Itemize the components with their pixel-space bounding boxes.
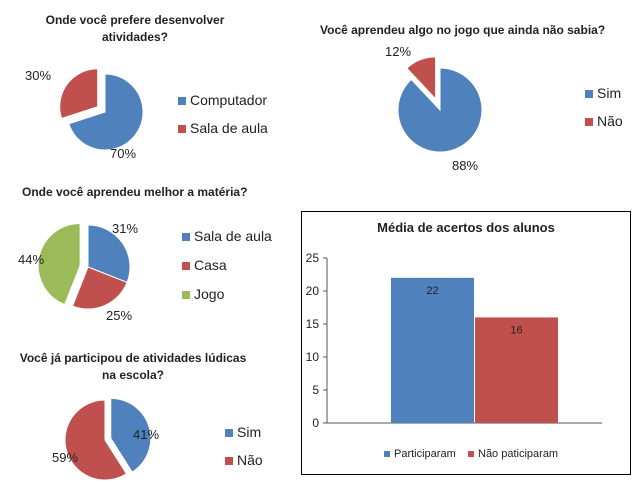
- chart4-slice-0: [110, 397, 152, 473]
- chart3-label-jogo: 44%: [18, 252, 45, 267]
- legend-label: Sala de aula: [190, 120, 268, 136]
- legend-swatch: [225, 429, 233, 438]
- legend-swatch: [384, 451, 390, 458]
- chart5-panel: Média de acertos dos alunos 0 5 10 15 20 25 22…: [301, 211, 631, 475]
- legend-swatch: [182, 233, 190, 242]
- chart2-slice-1: [406, 56, 437, 101]
- legend-label: Sala de aula: [194, 228, 272, 244]
- chart5-y-tick-label-0: 0: [312, 416, 319, 430]
- legend-swatch: [585, 90, 593, 99]
- chart3-slice-1: [71, 266, 128, 310]
- legend-label: Jogo: [194, 286, 225, 302]
- chart1-slice-0: [68, 73, 144, 151]
- chart5-data-label-1: 16: [510, 324, 522, 336]
- chart3-legend-item-casa: Casa: [182, 257, 227, 273]
- legend-swatch: [468, 451, 474, 458]
- chart1-label-sala-de-aula: 30%: [25, 68, 52, 83]
- chart5-bar-0: [391, 277, 474, 423]
- chart3-slice-2: [37, 223, 81, 306]
- chart4-legend-item-nao: Não: [225, 452, 263, 468]
- chart5-bar-1: [475, 317, 558, 423]
- chart5-data-label-0: 22: [426, 285, 438, 297]
- legend-label: Não paticiparam: [478, 448, 559, 460]
- legend-label: Casa: [194, 257, 227, 273]
- chart4-pie: [64, 397, 152, 481]
- chart1-pie: [59, 68, 144, 151]
- chart4-title-line1: Você já participou de atividades lúdicas: [19, 351, 247, 365]
- legend-swatch: [585, 118, 593, 127]
- chart1-legend-item-computador: Computador: [178, 92, 267, 108]
- legend-label: Sim: [597, 85, 622, 101]
- chart3-legend-item-jogo: Jogo: [182, 286, 224, 302]
- chart5-legend-item-participaram: Participaram: [384, 448, 456, 460]
- chart4-legend-item-sim: Sim: [225, 424, 261, 440]
- chart3-label-casa: 25%: [106, 308, 133, 323]
- chart3-label-sala-de-aula: 31%: [112, 221, 139, 236]
- chart3-title: Onde você aprendeu melhor a matéria?: [22, 185, 248, 199]
- legend-swatch: [182, 291, 190, 300]
- legend-label: Computador: [190, 92, 268, 108]
- legend-swatch: [178, 97, 186, 106]
- chart1-title-line2: atividades?: [101, 30, 169, 44]
- legend-label: Não: [597, 113, 623, 129]
- chart1-slice-1: [59, 68, 99, 120]
- chart4-title-line2: na escola?: [101, 368, 165, 382]
- chart5-y-tick-label-5: 25: [306, 251, 320, 265]
- chart1-title: Onde você prefere desenvolver atividades…: [30, 12, 240, 46]
- legend-swatch: [182, 262, 190, 271]
- chart5-y-tick-label-2: 10: [306, 350, 320, 364]
- legend-swatch: [178, 125, 186, 134]
- chart2-pie: [397, 56, 483, 153]
- chart3-slice-0: [87, 224, 131, 284]
- chart5-legend-item-nao-participaram: Não paticiparam: [468, 448, 558, 460]
- chart3-pie: [37, 223, 131, 310]
- legend-label: Não: [237, 452, 263, 468]
- chart4-label-nao: 59%: [52, 450, 79, 465]
- chart2-label-sim: 88%: [452, 158, 479, 173]
- chart1-legend-item-sala-de-aula: Sala de aula: [178, 120, 268, 136]
- chart1-title-line1: Onde você prefere desenvolver: [45, 13, 225, 27]
- chart5-y-tick-label-1: 5: [312, 383, 319, 397]
- chart2-label-nao: 12%: [385, 44, 412, 59]
- chart2-legend-item-nao: Não: [585, 113, 623, 129]
- chart2-legend-item-sim: Sim: [585, 85, 621, 101]
- chart5-title: Média de acertos dos alunos: [377, 220, 555, 235]
- chart5-y-tick-label-4: 20: [306, 284, 320, 298]
- chart2-title: Você aprendeu algo no jogo que ainda não…: [320, 23, 606, 37]
- chart4-title: Você já participou de atividades lúdicas…: [18, 350, 248, 384]
- legend-label: Participaram: [394, 448, 456, 460]
- legend-label: Sim: [237, 424, 262, 440]
- chart5-plot: 0 5 10 15 20 25 22 16: [306, 251, 602, 430]
- chart3-legend-item-sala-de-aula: Sala de aula: [182, 228, 272, 244]
- chart2-slice-0: [397, 67, 483, 153]
- legend-swatch: [225, 457, 233, 466]
- chart1-label-computador: 70%: [110, 146, 137, 161]
- chart5-y-tick-label-3: 15: [306, 317, 320, 331]
- chart4-label-sim: 41%: [133, 427, 160, 442]
